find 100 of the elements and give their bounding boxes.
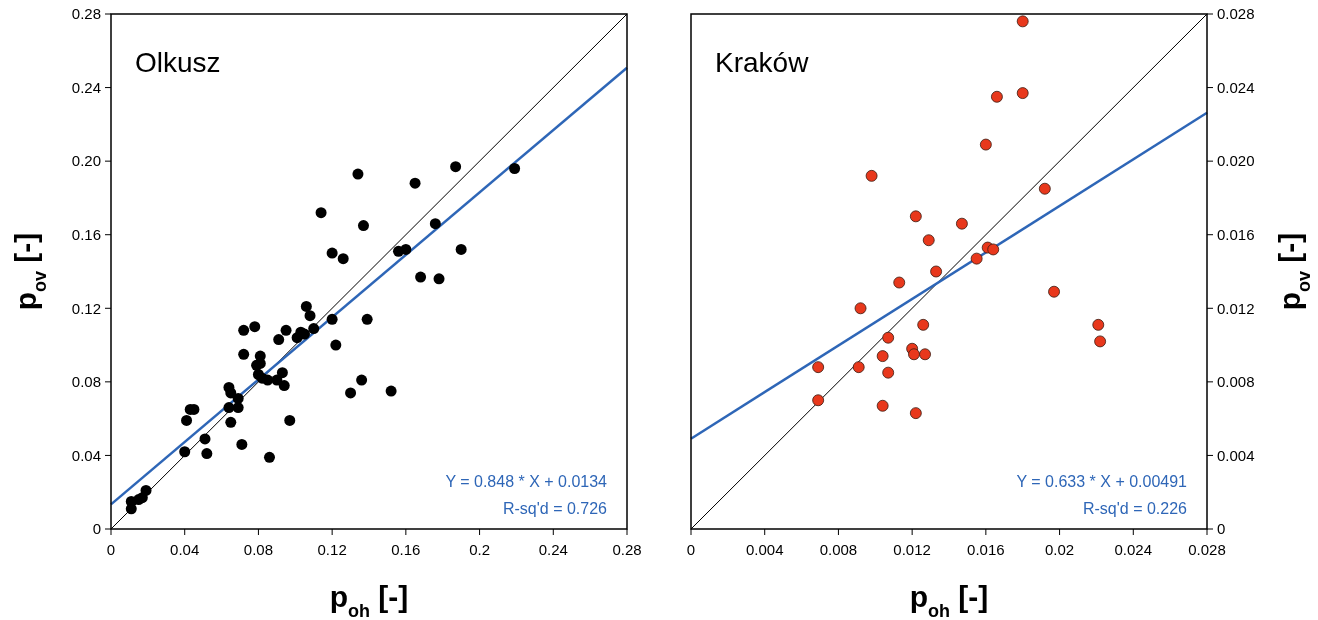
point: [361, 313, 373, 325]
annotation: R-sq'd = 0.726: [502, 500, 608, 517]
y-tick-label: 0.20: [71, 152, 101, 170]
point: [300, 300, 312, 312]
point: [876, 350, 889, 363]
point: [273, 334, 285, 346]
x-tick-label: 0.028: [1188, 541, 1226, 558]
point: [232, 392, 244, 404]
point: [909, 210, 922, 223]
point: [917, 318, 930, 331]
y2-tick-label: 0.004: [1217, 446, 1255, 464]
point: [199, 433, 211, 445]
point: [812, 394, 825, 407]
point: [909, 407, 922, 420]
annotation: Y = 0.633 * X + 0.00491: [1016, 473, 1188, 490]
y2-tick-label: 0.028: [1217, 5, 1255, 23]
x-tick-label: 0.04: [170, 541, 200, 558]
point: [854, 302, 867, 315]
y2-tick-label: 0: [1217, 520, 1226, 538]
point: [238, 324, 250, 336]
point: [882, 331, 895, 344]
point: [882, 366, 895, 379]
point: [922, 234, 935, 247]
text: Kraków: [715, 47, 810, 78]
x-tick-label: 0.008: [819, 541, 858, 558]
point: [326, 313, 338, 325]
x-axis-title: p$_{oh}$ [-]: [909, 580, 989, 620]
point: [970, 252, 983, 265]
annotation: Y = 0.848 * X + 0.0134: [445, 473, 608, 490]
point: [345, 387, 357, 399]
point: [429, 218, 441, 230]
y-tick-label: 0.28: [71, 5, 101, 23]
x-tick-label: 0.28: [612, 541, 642, 558]
x-tick-label: 0.02: [1044, 541, 1075, 558]
y-tick-label: 0.04: [71, 446, 101, 464]
point: [236, 438, 248, 450]
point: [893, 276, 906, 289]
point: [326, 247, 338, 259]
point: [450, 161, 462, 173]
point: [278, 380, 290, 392]
point: [179, 446, 191, 458]
x-tick-label: 0.12: [317, 541, 347, 558]
x-tick-label: 0.24: [538, 541, 568, 558]
x-tick-label: 0.016: [967, 541, 1005, 558]
point: [979, 138, 992, 151]
point: [337, 253, 349, 265]
point: [284, 414, 296, 426]
y-tick-label: 0: [92, 520, 101, 538]
y2-tick-label: 0.008: [1217, 373, 1255, 391]
point: [400, 243, 412, 255]
point: [238, 348, 250, 360]
point: [1094, 335, 1107, 348]
point: [385, 385, 397, 397]
y2-tick-label: 0.012: [1217, 299, 1255, 317]
point: [865, 169, 878, 182]
point: [262, 374, 274, 386]
point: [330, 339, 342, 351]
y-tick-label: 0.08: [71, 373, 101, 391]
point: [1048, 285, 1060, 298]
point: [455, 243, 467, 255]
x-tick-label: 0.004: [745, 541, 784, 558]
point: [181, 414, 193, 426]
point: [140, 484, 152, 496]
point: [356, 374, 368, 386]
point: [991, 90, 1003, 103]
point: [919, 348, 931, 361]
point: [930, 265, 942, 278]
point: [315, 207, 327, 219]
x-axis-title: p$_{oh}$ [-]: [329, 580, 409, 620]
point: [352, 168, 364, 180]
point: [276, 367, 288, 379]
x-tick-label: 0.2: [469, 541, 490, 558]
point: [415, 271, 427, 283]
x-tick-label: 0.16: [391, 541, 421, 558]
point: [409, 177, 421, 189]
point: [908, 348, 920, 361]
y2-tick-label: 0.016: [1217, 225, 1255, 243]
point: [357, 220, 369, 232]
point: [1038, 182, 1051, 195]
point: [201, 448, 213, 460]
point: [812, 361, 825, 374]
point: [876, 399, 889, 412]
y2-tick-label: 0.024: [1217, 78, 1255, 96]
x-tick-label: 0.08: [243, 541, 274, 558]
point: [1092, 318, 1105, 331]
point: [987, 243, 1000, 256]
point: [308, 323, 320, 335]
point: [304, 310, 316, 322]
x-tick-label: 0.024: [1114, 541, 1153, 558]
point: [225, 416, 237, 428]
point: [263, 451, 275, 463]
x-tick-label: 0: [106, 541, 116, 558]
point: [956, 217, 968, 230]
text: Olkusz: [135, 47, 221, 78]
point: [852, 361, 865, 374]
point: [1016, 87, 1029, 99]
x-tick-label: 0: [686, 541, 696, 558]
point: [249, 321, 261, 333]
point: [223, 402, 235, 414]
point: [280, 324, 292, 336]
